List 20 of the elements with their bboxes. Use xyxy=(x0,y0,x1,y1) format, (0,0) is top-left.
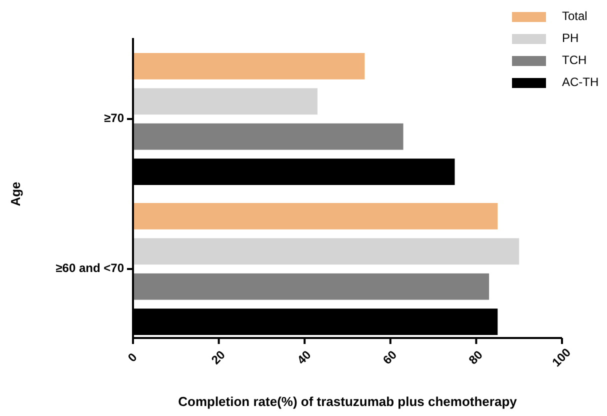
y-axis-title: Age xyxy=(8,182,23,206)
bar xyxy=(133,123,404,150)
bar xyxy=(133,273,490,300)
x-tick-label: 80 xyxy=(466,348,486,368)
legend-label: TCH xyxy=(562,53,587,68)
bar xyxy=(133,203,498,230)
bar xyxy=(133,88,318,115)
y-tick-label: ≥70 xyxy=(104,111,124,126)
x-tick-label: 100 xyxy=(549,345,574,370)
x-tick-label: 40 xyxy=(294,348,314,368)
x-tick-label: 0 xyxy=(125,350,140,365)
legend-label: PH xyxy=(562,31,579,46)
x-axis-title: Completion rate(%) of trastuzumab plus chemotherapy xyxy=(178,394,518,409)
x-tick-label: 60 xyxy=(380,348,400,368)
x-tick-label: 20 xyxy=(208,348,228,368)
legend-label: AC-TH xyxy=(562,75,599,90)
bar xyxy=(133,53,365,80)
y-tick-label: ≥60 and <70 xyxy=(56,261,124,276)
legend-label: Total xyxy=(562,9,588,24)
bar xyxy=(133,238,520,265)
